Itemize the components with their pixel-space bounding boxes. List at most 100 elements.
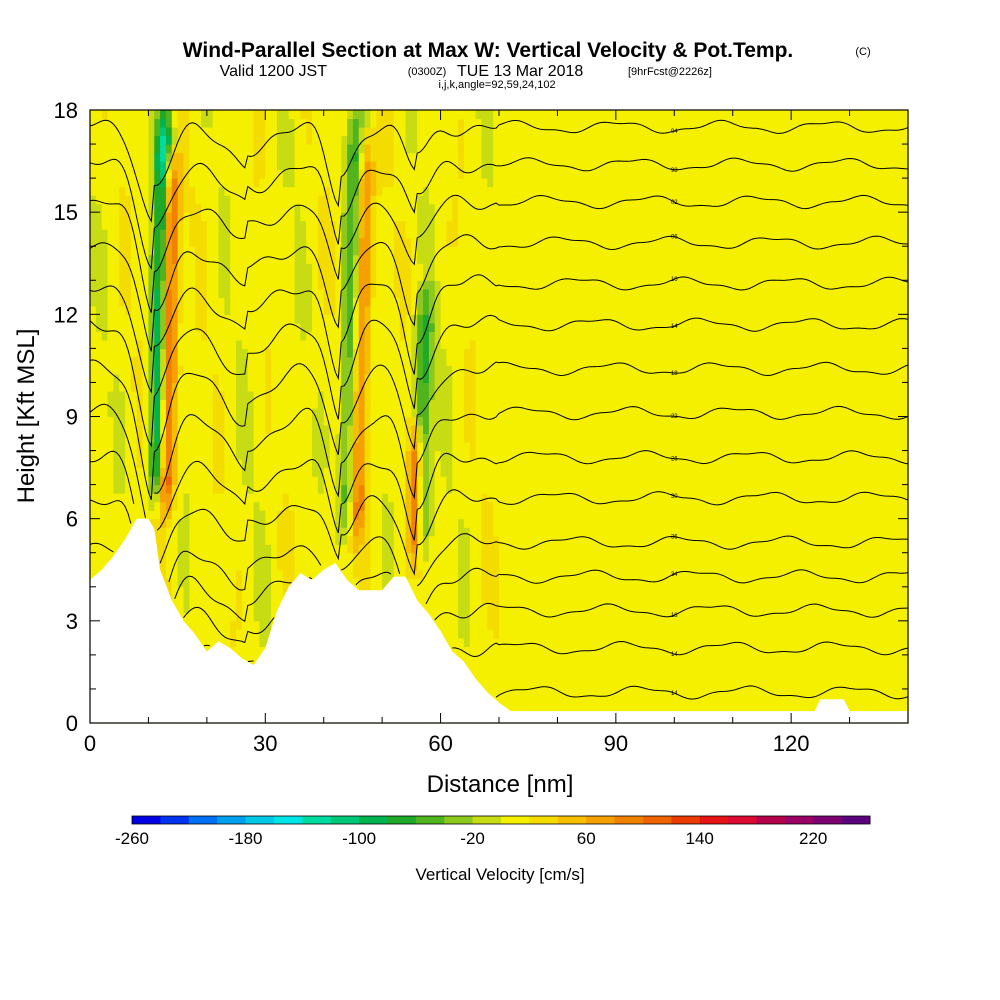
- velocity-cell: [201, 263, 208, 273]
- velocity-cell: [288, 271, 296, 281]
- velocity-cell: [329, 518, 336, 528]
- velocity-cell: [452, 314, 459, 324]
- velocity-cell: [189, 459, 196, 469]
- velocity-cell: [352, 331, 360, 341]
- velocity-cell: [107, 356, 114, 367]
- velocity-cell: [382, 297, 389, 307]
- velocity-cell: [294, 399, 301, 409]
- velocity-cell: [230, 569, 237, 579]
- velocity-cell: [107, 365, 114, 375]
- velocity-cell: [469, 544, 477, 554]
- velocity-cell: [300, 544, 307, 554]
- velocity-cell: [347, 339, 354, 349]
- velocity-cell: [475, 518, 483, 528]
- velocity-cell: [236, 578, 243, 588]
- velocity-cell: [148, 459, 155, 469]
- velocity-cell: [405, 544, 412, 554]
- velocity-cell: [475, 527, 483, 537]
- velocity-cell: [212, 314, 220, 324]
- velocity-cell: [306, 407, 313, 418]
- velocity-cell: [434, 314, 442, 324]
- velocity-cell: [148, 365, 155, 375]
- velocity-cell: [423, 467, 430, 477]
- velocity-cell: [364, 254, 372, 264]
- velocity-cell: [463, 510, 471, 520]
- velocity-cell: [165, 220, 173, 230]
- velocity-cell: [107, 544, 114, 554]
- velocity-cell: [323, 229, 331, 239]
- velocity-cell: [481, 544, 488, 554]
- velocity-cell: [171, 127, 179, 137]
- velocity-cell: [154, 280, 161, 290]
- velocity-cell: [206, 135, 214, 145]
- velocity-cell: [487, 518, 494, 528]
- velocity-cell: [405, 339, 412, 349]
- velocity-cell: [475, 535, 483, 545]
- velocity-cell: [323, 144, 331, 154]
- velocity-cell: [487, 544, 494, 554]
- velocity-cell: [452, 586, 459, 596]
- velocity-cell: [411, 127, 418, 137]
- velocity-cell: [160, 459, 167, 469]
- velocity-cell: [423, 425, 430, 435]
- velocity-cell: [119, 339, 126, 349]
- velocity-cell: [206, 280, 214, 290]
- velocity-cell: [230, 620, 237, 630]
- velocity-cell: [434, 365, 442, 375]
- velocity-cell: [183, 135, 190, 145]
- velocity-cell: [423, 390, 430, 401]
- velocity-cell: [218, 229, 225, 239]
- velocity-cell: [125, 135, 132, 145]
- velocity-cell: [288, 407, 296, 418]
- velocity-cell: [428, 425, 436, 435]
- velocity-cell: [475, 297, 483, 307]
- velocity-cell: [160, 178, 167, 188]
- velocity-cell: [341, 407, 348, 418]
- velocity-cell: [224, 237, 231, 247]
- velocity-cell: [101, 552, 109, 562]
- velocity-cell: [393, 442, 401, 452]
- velocity-cell: [493, 535, 500, 545]
- velocity-cell: [352, 356, 360, 367]
- velocity-cell: [393, 237, 401, 247]
- velocity-cell: [440, 229, 448, 239]
- velocity-cell: [423, 169, 430, 179]
- velocity-cell: [130, 356, 138, 367]
- velocity-cell: [405, 152, 412, 162]
- velocity-cell: [323, 314, 331, 324]
- velocity-cell: [201, 569, 208, 579]
- velocity-cell: [247, 595, 255, 605]
- velocity-cell: [224, 356, 231, 367]
- velocity-cell: [352, 229, 360, 239]
- velocity-cell: [253, 280, 261, 290]
- velocity-cell: [212, 297, 220, 307]
- velocity-cell: [399, 297, 407, 307]
- velocity-cell: [423, 407, 430, 418]
- velocity-cell: [347, 425, 354, 435]
- velocity-cell: [183, 595, 190, 605]
- velocity-cell: [358, 254, 366, 264]
- velocity-cell: [347, 399, 354, 409]
- velocity-cell: [148, 152, 155, 162]
- velocity-cell: [417, 544, 424, 554]
- velocity-cell: [329, 407, 336, 418]
- velocity-cell: [440, 246, 448, 256]
- velocity-cell: [458, 169, 465, 179]
- velocity-cell: [276, 390, 284, 401]
- velocity-cell: [341, 305, 348, 315]
- velocity-cell: [171, 212, 179, 222]
- velocity-cell: [387, 237, 395, 247]
- velocity-cell: [434, 569, 442, 579]
- velocity-cell: [317, 365, 325, 375]
- velocity-cell: [107, 237, 114, 247]
- velocity-cell: [171, 288, 179, 298]
- velocity-cell: [434, 220, 442, 230]
- velocity-cell: [405, 331, 412, 341]
- velocity-cell: [423, 348, 430, 358]
- velocity-cell: [224, 544, 231, 554]
- velocity-cell: [195, 118, 202, 128]
- velocity-cell: [90, 501, 97, 511]
- velocity-cell: [236, 169, 243, 179]
- velocity-cell: [352, 510, 360, 520]
- velocity-cell: [306, 254, 313, 264]
